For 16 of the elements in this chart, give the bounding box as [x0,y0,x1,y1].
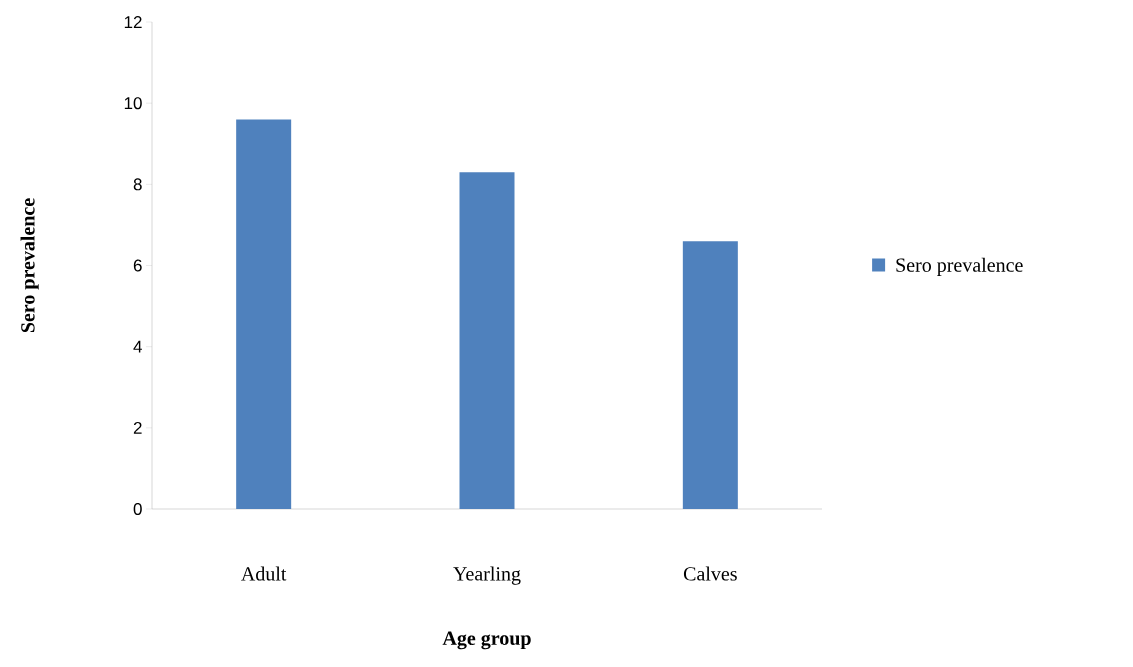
y-tick-label: 8 [133,178,142,191]
y-tick-label: 6 [133,259,142,272]
x-axis-title: Age group [442,631,531,650]
bar [236,119,292,509]
y-tick-label: 0 [133,502,142,516]
bar [682,241,738,509]
bar [459,172,515,509]
x-tick-label: Calves [683,566,737,581]
y-tick-label: 12 [124,16,142,28]
y-tick-label: 4 [133,340,142,353]
legend-label: Sero prevalence [896,257,1023,276]
x-tick-label: Yearling [453,566,521,585]
y-tick-label: 10 [124,97,142,110]
y-axis-title: Sero prevalence [20,198,39,333]
x-tick-label: Adult [241,566,287,581]
y-tick-label: 2 [133,421,142,434]
